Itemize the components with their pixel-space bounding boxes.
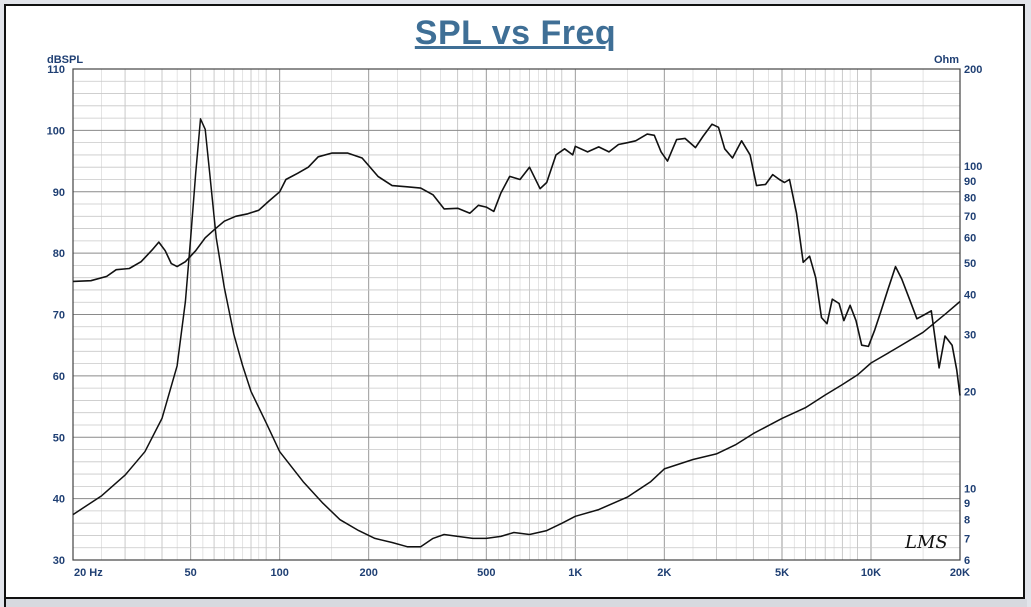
bottom-strip — [4, 599, 1027, 607]
x-tick-label: 1K — [568, 567, 582, 579]
y-right-tick-label: 8 — [964, 515, 970, 527]
y-right-tick-label: 9 — [964, 498, 970, 510]
y-right-tick-label: 20 — [964, 386, 976, 398]
chart-frame — [4, 4, 1025, 599]
x-tick-label: 5K — [775, 567, 789, 579]
chart-title: SPL vs Freq — [414, 14, 617, 52]
y-right-tick-label: 200 — [964, 64, 982, 76]
y-right-tick-label: 100 — [964, 161, 982, 173]
x-tick-label: 100 — [270, 567, 288, 579]
x-tick-label: 10K — [861, 567, 881, 579]
y-left-tick-label: 50 — [53, 432, 65, 444]
y-right-tick-label: 40 — [964, 289, 976, 301]
series-layer — [72, 118, 961, 548]
plot-border — [72, 68, 961, 561]
y-left-tick-label: 100 — [47, 125, 65, 137]
y-right-tick-label: 90 — [964, 176, 976, 188]
y-left-tick-label: 90 — [53, 187, 65, 199]
y-right-tick-label: 6 — [964, 555, 970, 567]
y-right-tick-label: 7 — [964, 533, 970, 545]
y-left-tick-label: 60 — [53, 371, 65, 383]
y-right-tick-label: 10 — [964, 483, 976, 495]
x-tick-label: 500 — [477, 567, 495, 579]
y-right-tick-label: 80 — [964, 192, 976, 204]
x-tick-label: 20K — [950, 567, 970, 579]
y-right-tick-label: 30 — [964, 330, 976, 342]
y-left-tick-label: 30 — [53, 555, 65, 567]
y-left-tick-label: 40 — [53, 494, 65, 506]
impedance-series-line — [72, 118, 961, 548]
y-right-unit-label: Ohm — [934, 54, 959, 66]
x-tick-label: 2K — [657, 567, 671, 579]
y-left-tick-label: 80 — [53, 248, 65, 260]
y-left-tick-label: 70 — [53, 310, 65, 322]
x-tick-label: 20 Hz — [74, 567, 103, 579]
y-right-tick-label: 50 — [964, 258, 976, 270]
x-tick-label: 50 — [185, 567, 197, 579]
grid-layer — [72, 68, 961, 561]
lms-annotation: LMS — [904, 532, 948, 553]
y-right-tick-label: 60 — [964, 233, 976, 245]
spl-series-line — [72, 123, 961, 396]
x-tick-label: 200 — [359, 567, 377, 579]
annotation-layer: LMS — [904, 532, 948, 553]
y-left-tick-label: 110 — [47, 64, 65, 76]
y-left-unit-label: dBSPL — [47, 54, 83, 66]
y-right-tick-label: 70 — [964, 211, 976, 223]
